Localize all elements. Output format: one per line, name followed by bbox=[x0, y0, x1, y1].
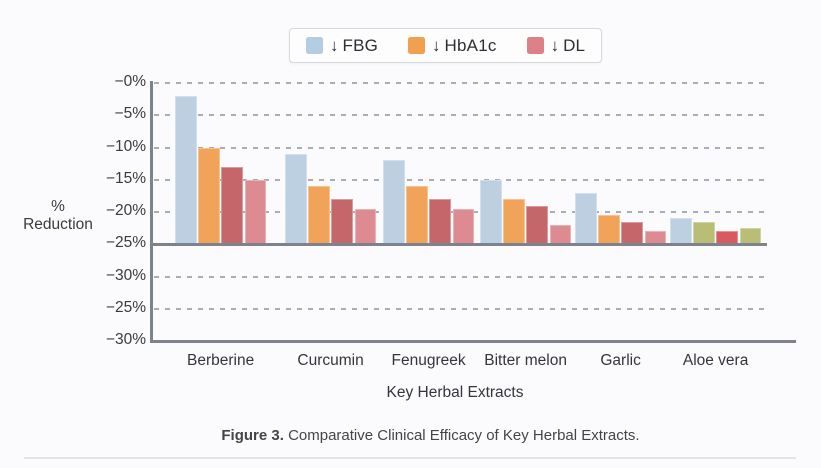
x-category-label: Garlic bbox=[600, 352, 641, 369]
x-category-label: Fenugreek bbox=[391, 352, 466, 369]
x-category-label: Aloe vera bbox=[682, 352, 749, 369]
bar bbox=[644, 231, 667, 247]
y-tick-label: −5% bbox=[114, 105, 146, 123]
legend-label: HbA1c bbox=[444, 35, 497, 55]
gridline bbox=[154, 146, 766, 149]
x-category-label: Berberine bbox=[186, 352, 255, 369]
bar bbox=[716, 231, 738, 247]
bar bbox=[480, 179, 502, 247]
bar bbox=[308, 186, 330, 247]
gridline bbox=[154, 82, 766, 84]
x-category-label: Curcumin bbox=[297, 352, 364, 369]
down-arrow-icon: ↓ bbox=[432, 35, 441, 55]
y-tick-label: −30% bbox=[105, 331, 146, 348]
bar bbox=[670, 218, 692, 247]
y-tick-label: −25% bbox=[105, 234, 146, 252]
y-axis-title-line: Reduction bbox=[23, 216, 93, 233]
bar bbox=[198, 147, 220, 247]
caption-text: Comparative Clinical Efficacy of Key Her… bbox=[283, 427, 640, 444]
chart-legend: ↓ FBG ↓ HbA1c ↓ DL bbox=[289, 28, 603, 63]
y-tick-label: −0% bbox=[114, 73, 146, 90]
bar bbox=[549, 224, 572, 247]
figure-caption: Figure 3. Comparative Clinical Efficacy … bbox=[40, 427, 821, 444]
bar bbox=[175, 95, 197, 247]
y-tick-label: −30% bbox=[105, 266, 146, 284]
gridline bbox=[154, 275, 766, 278]
caption-figure-number: Figure 3. bbox=[221, 427, 284, 444]
bar bbox=[598, 215, 620, 247]
legend-item-hba1c: ↓ HbA1c bbox=[408, 36, 497, 56]
legend-swatch-hba1c bbox=[408, 37, 426, 54]
gridline bbox=[154, 178, 766, 181]
y-tick-label: −25% bbox=[105, 298, 146, 316]
bar bbox=[621, 221, 643, 247]
baseline-minus-25pct bbox=[151, 242, 767, 246]
down-arrow-icon: ↓ bbox=[550, 35, 560, 55]
y-tick-label: −20% bbox=[105, 202, 146, 219]
bar bbox=[354, 208, 377, 247]
y-tick-label: −10% bbox=[105, 137, 146, 155]
legend-swatch-fbg bbox=[306, 37, 323, 54]
gridline bbox=[154, 307, 766, 310]
bar bbox=[503, 199, 525, 247]
legend-label: DL bbox=[563, 35, 586, 55]
legend-label: FBG bbox=[342, 35, 379, 55]
bar bbox=[526, 205, 548, 247]
bar bbox=[575, 192, 597, 247]
legend-item-dl: ↓ DL bbox=[526, 35, 586, 56]
y-tick-label: −15% bbox=[105, 169, 146, 187]
bar bbox=[452, 208, 475, 247]
y-axis-title-line: % bbox=[51, 198, 65, 215]
bar bbox=[429, 199, 451, 247]
gridline bbox=[154, 114, 766, 117]
down-arrow-icon: ↓ bbox=[330, 35, 339, 55]
bar bbox=[285, 153, 307, 247]
bar bbox=[331, 199, 353, 247]
bar bbox=[383, 160, 405, 247]
bar bbox=[406, 186, 428, 247]
legend-swatch-dl bbox=[526, 37, 544, 54]
bar bbox=[693, 221, 715, 247]
x-category-label: Bitter melon bbox=[484, 352, 567, 369]
x-axis-title: Key Herbal Extracts bbox=[386, 384, 524, 401]
bar bbox=[739, 228, 762, 247]
y-axis-title: % Reduction bbox=[10, 198, 106, 234]
bar bbox=[221, 166, 243, 247]
y-axis-line bbox=[150, 81, 153, 343]
bottom-divider bbox=[24, 457, 796, 459]
x-axis-line bbox=[150, 339, 796, 343]
bar bbox=[244, 179, 267, 247]
legend-item-fbg: ↓ FBG bbox=[306, 36, 378, 56]
